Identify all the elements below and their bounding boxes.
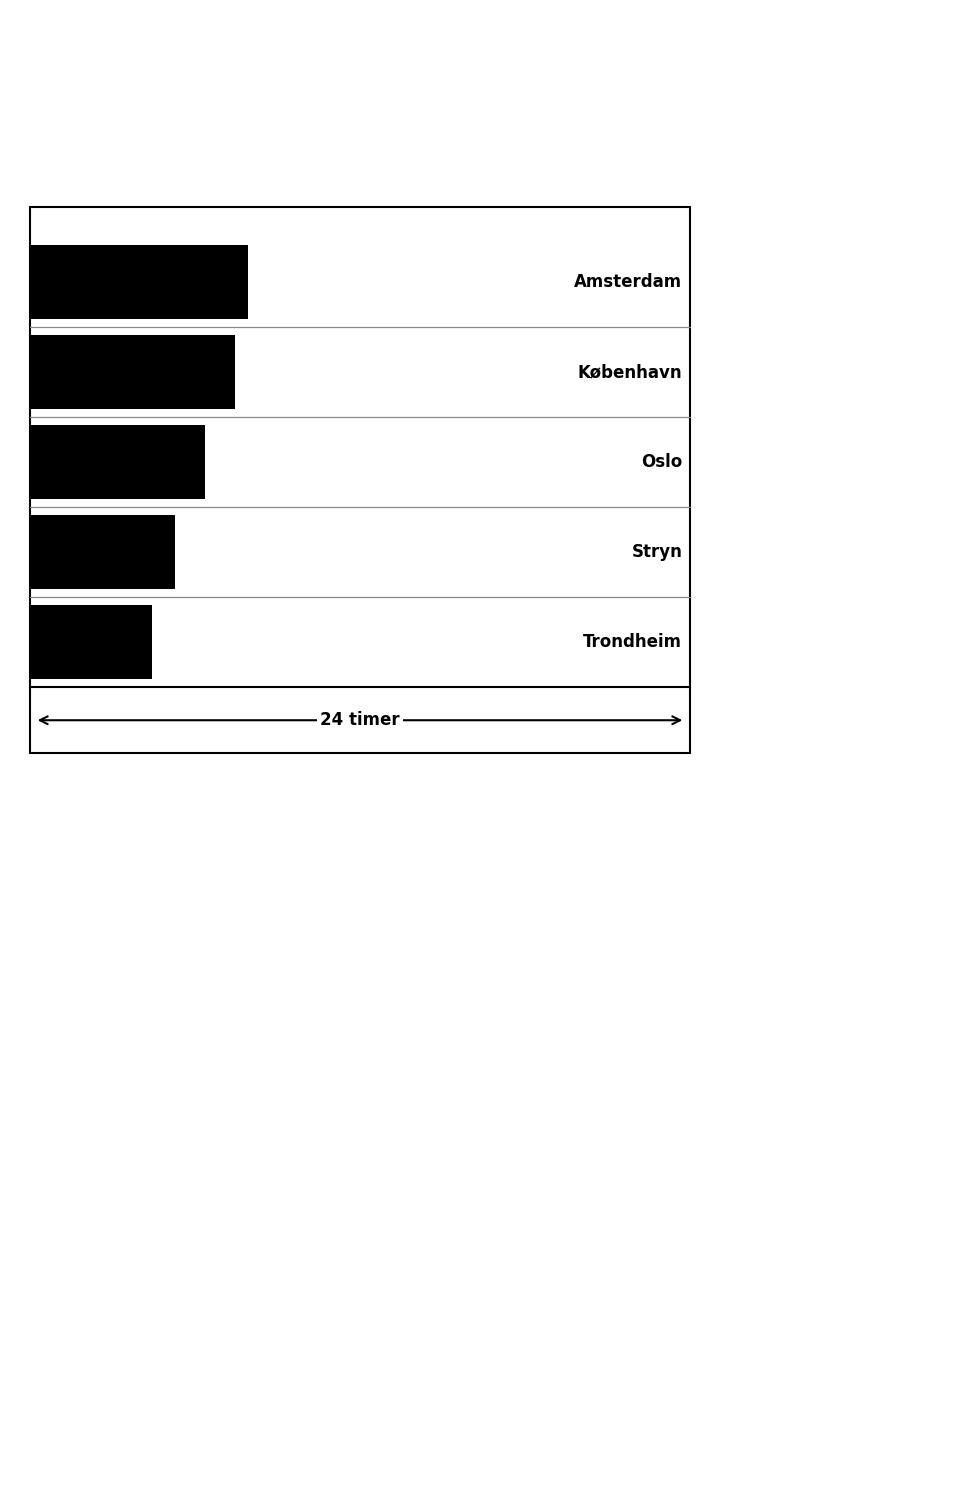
Text: København: København — [578, 363, 683, 381]
Bar — [30, 425, 204, 499]
Bar — [30, 246, 248, 319]
Bar — [30, 515, 175, 589]
Text: Amsterdam: Amsterdam — [574, 273, 683, 291]
Bar — [30, 335, 234, 408]
Text: Trondheim: Trondheim — [584, 633, 683, 651]
Text: 24 timer: 24 timer — [321, 711, 399, 729]
Text: Stryn: Stryn — [632, 544, 683, 561]
Bar — [30, 606, 152, 680]
Bar — [30, 206, 690, 754]
Text: Oslo: Oslo — [641, 454, 683, 472]
